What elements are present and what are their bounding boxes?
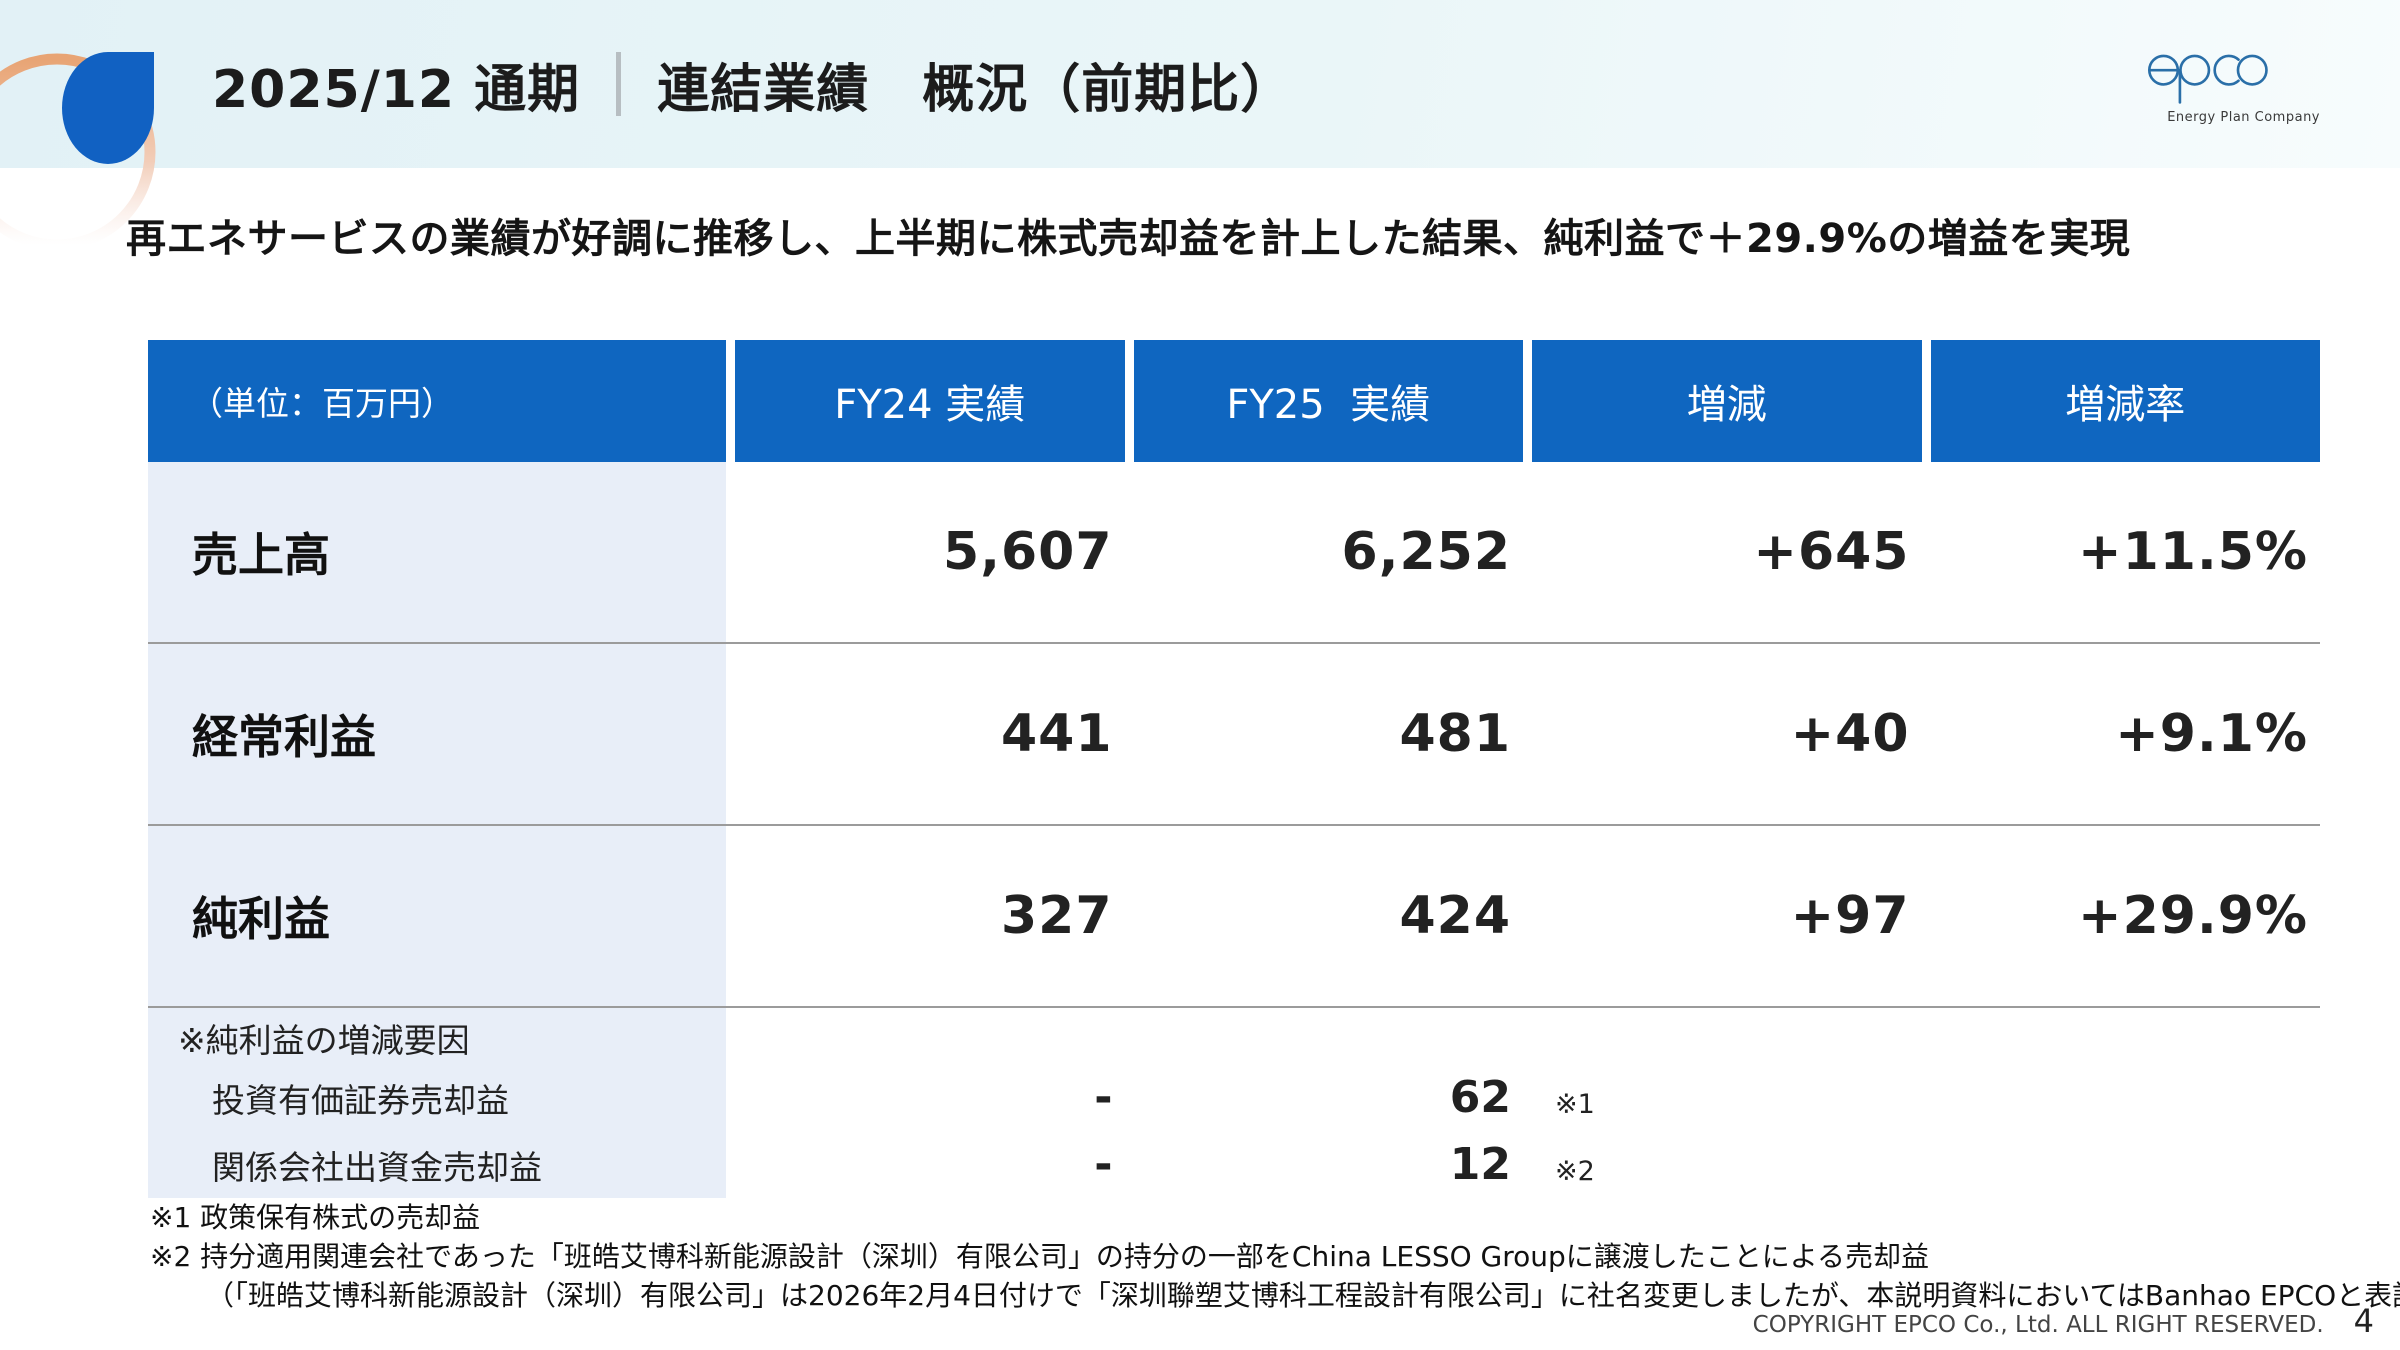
empty-cell xyxy=(726,1008,1125,1064)
note-item-label: 投資有価証券売却益 xyxy=(148,1064,726,1131)
empty-cell xyxy=(1922,1064,2321,1131)
table-header-row: （単位：百万円） FY24 実績 FY25 実績 増減 増減率 xyxy=(148,340,2320,462)
row-label: 純利益 xyxy=(148,826,726,1006)
page-title-subject: 連結業績 概況（前期比） xyxy=(657,59,1294,120)
diff-value: +97 xyxy=(1790,886,1910,946)
copyright-text: COPYRIGHT EPCO Co., Ltd. ALL RIGHT RESER… xyxy=(1752,1312,2324,1338)
empty-cell xyxy=(1922,1131,2321,1198)
column-header-fy25: FY25 実績 xyxy=(1133,340,1523,462)
table-row-sales: 売上高 5,607 6,252 +645 +11.5% xyxy=(148,462,2320,644)
note-fy24-value: - xyxy=(1094,1072,1113,1123)
logo-tagline: Energy Plan Company xyxy=(2167,110,2320,125)
teardrop-accent-shape xyxy=(62,52,154,164)
epco-logo: Energy Plan Company xyxy=(2100,48,2320,125)
fy25-value: 481 xyxy=(1399,704,1511,764)
decorative-arc xyxy=(0,53,156,251)
page-title-period: 2025/12 通期 xyxy=(212,59,581,120)
note-fy25-value: 12 xyxy=(1449,1139,1511,1190)
note-reference-mark: ※1 xyxy=(1555,1089,1595,1120)
note-fy25-value: 62 xyxy=(1449,1072,1511,1123)
fy24-value: 327 xyxy=(1000,886,1113,946)
lead-message: 再エネサービスの業績が好調に推移し、上半期に株式売却益を計上した結果、純利益で＋… xyxy=(126,216,2131,262)
slide-footer: COPYRIGHT EPCO Co., Ltd. ALL RIGHT RESER… xyxy=(1753,1302,2374,1340)
page-number: 4 xyxy=(2353,1302,2374,1340)
table-row-ordinary-profit: 経常利益 441 481 +40 +9.1% xyxy=(148,644,2320,826)
column-header-fy24: FY24 実績 xyxy=(735,340,1125,462)
rate-value: +9.1% xyxy=(2115,704,2308,764)
footnote-2: ※2 持分適用関連会社であった「班皓艾博科新能源設計（深圳）有限公司」の持分の一… xyxy=(150,1240,1929,1273)
column-header-rate: 増減率 xyxy=(1930,340,2320,462)
note-fy24-value: - xyxy=(1094,1139,1113,1190)
column-header-diff: 増減 xyxy=(1532,340,1922,462)
title-divider xyxy=(616,52,622,116)
diff-value: +40 xyxy=(1790,704,1910,764)
epco-logo-icon xyxy=(2147,54,2268,104)
diff-value: +645 xyxy=(1753,522,1910,582)
table-row-net-profit: 純利益 327 424 +97 +29.9% xyxy=(148,826,2320,1008)
empty-cell xyxy=(1125,1008,1524,1064)
fy24-value: 5,607 xyxy=(943,522,1113,582)
empty-cell xyxy=(1922,1008,2321,1064)
empty-cell xyxy=(1523,1008,1922,1064)
row-label: 売上高 xyxy=(148,462,726,642)
unit-label-cell: （単位：百万円） xyxy=(148,340,726,462)
rate-value: +29.9% xyxy=(2078,886,2308,946)
footnote-2-continued: （「班皓艾博科新能源設計（深圳）有限公司」は2026年2月4日付けで「深圳聯塑艾… xyxy=(206,1279,2400,1312)
note-reference-mark: ※2 xyxy=(1555,1156,1595,1187)
page-title: 2025/12 通期 連結業績 概況（前期比） xyxy=(212,0,1293,168)
net-profit-notes-block: ※純利益の増減要因 投資有価証券売却益 - 62 ※1 関係会社出資金売却益 -… xyxy=(148,1008,2320,1198)
fy25-value: 6,252 xyxy=(1341,522,1511,582)
note-item-label: 関係会社出資金売却益 xyxy=(148,1131,726,1198)
row-label: 経常利益 xyxy=(148,644,726,824)
results-table: （単位：百万円） FY24 実績 FY25 実績 増減 増減率 売上高 5,60… xyxy=(148,340,2320,1198)
footnotes: ※1 政策保有株式の売却益 ※2 持分適用関連会社であった「班皓艾博科新能源設計… xyxy=(150,1198,2400,1315)
footnote-1: ※1 政策保有株式の売却益 xyxy=(150,1201,481,1234)
fy25-value: 424 xyxy=(1399,886,1511,946)
notes-heading: ※純利益の増減要因 xyxy=(148,1008,726,1064)
rate-value: +11.5% xyxy=(2078,522,2308,582)
header-band xyxy=(0,0,2400,168)
fy24-value: 441 xyxy=(1000,704,1113,764)
